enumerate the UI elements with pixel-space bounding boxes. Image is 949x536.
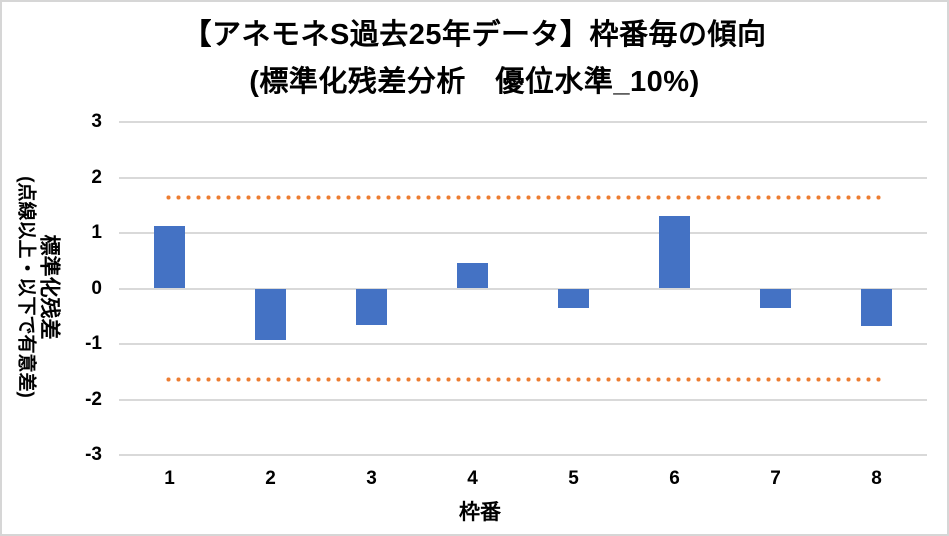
bar-waku-1: [154, 226, 185, 289]
y-tick-label: -3: [85, 444, 102, 465]
significance-line-upper: [165, 194, 881, 200]
y-tick-label: 3: [91, 111, 102, 132]
chart-title-line1: 【アネモネS過去25年データ】枠番毎の傾向: [182, 19, 767, 51]
x-tick-label-1: 1: [164, 468, 175, 489]
significance-line-lower: [165, 377, 881, 383]
x-tick-label-5: 5: [568, 468, 579, 489]
x-tick-label-2: 2: [265, 468, 276, 489]
plot-area: [119, 121, 927, 456]
y-tick-label: -1: [85, 333, 102, 354]
y-axis-title-sub: (点線以上・以下で有意差): [15, 176, 37, 398]
bar-waku-5: [558, 288, 589, 308]
bar-waku-8: [861, 288, 892, 326]
gridline-y3: [119, 121, 927, 123]
gridline-y2: [119, 176, 927, 179]
x-axis-title: 枠番: [459, 501, 501, 524]
chart-title-line2: (標準化残差分析 優位水準_10%): [249, 66, 700, 98]
x-tick-label-3: 3: [366, 468, 377, 489]
y-tick-label: 0: [91, 277, 102, 299]
bar-waku-2: [255, 288, 286, 340]
x-tick-label-8: 8: [871, 468, 882, 489]
y-tick-label: -2: [85, 388, 102, 410]
gridline-y0: [119, 287, 927, 290]
x-tick-label-7: 7: [770, 468, 781, 489]
y-tick-label: 1: [91, 222, 102, 243]
gridline-y1: [119, 232, 927, 234]
bar-waku-7: [760, 288, 791, 308]
bar-waku-3: [356, 288, 387, 325]
gridline-y-1: [119, 343, 927, 345]
bar-waku-6: [659, 216, 690, 289]
x-tick-label-4: 4: [467, 468, 478, 489]
x-tick-label-6: 6: [669, 468, 680, 489]
y-tick-label: 2: [91, 166, 102, 188]
chart-title: 【アネモネS過去25年データ】枠番毎の傾向 (標準化残差分析 優位水準_10%): [2, 12, 947, 106]
gridline-y-2: [119, 398, 927, 401]
bar-waku-4: [457, 262, 488, 289]
gridline-y-3: [119, 454, 927, 456]
